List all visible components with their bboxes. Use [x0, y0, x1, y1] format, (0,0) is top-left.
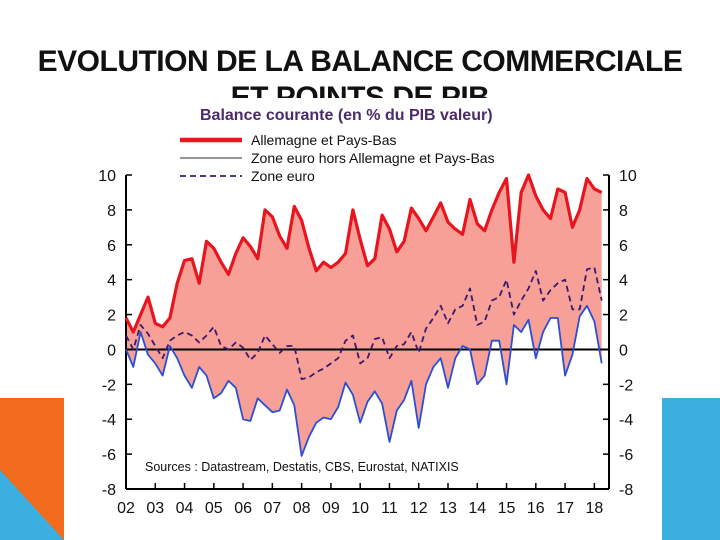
x-tick-label: 07: [263, 500, 281, 517]
x-tick-label: 17: [556, 500, 574, 517]
y-tick-label-right: 4: [619, 273, 628, 290]
chart-source: Sources : Datastream, Destatis, CBS, Eur…: [145, 460, 459, 474]
x-tick-label: 12: [410, 500, 428, 517]
y-tick-label-right: -6: [619, 447, 633, 464]
legend-label: Allemagne et Pays-Bas: [251, 132, 397, 148]
y-tick-label-right: 6: [619, 238, 628, 255]
y-tick-label-right: -2: [619, 377, 633, 394]
y-tick-label-left: -6: [102, 447, 116, 464]
y-tick-label-left: 2: [107, 308, 116, 325]
legend-label: Zone euro: [251, 168, 315, 184]
x-tick-label: 08: [293, 500, 311, 517]
y-tick-label-left: 8: [107, 203, 116, 220]
series-gap-fill: [126, 175, 602, 456]
x-tick-label: 11: [381, 500, 398, 517]
slide-title: EVOLUTION DE LA BALANCE COMMERCIALE ET P…: [0, 44, 720, 116]
x-tick-label: 02: [117, 500, 135, 517]
x-tick-label: 05: [205, 500, 223, 517]
y-tick-label-left: -4: [102, 412, 116, 429]
y-tick-label-right: 10: [619, 168, 637, 185]
series-line-zone-euro: [125, 266, 603, 381]
x-tick-label: 13: [439, 500, 457, 517]
x-tick-label: 03: [146, 500, 164, 517]
y-tick-label-left: -8: [102, 482, 116, 499]
y-tick-label-left: 6: [107, 238, 116, 255]
y-tick-label-left: 0: [107, 342, 116, 359]
x-tick-label: 18: [585, 500, 603, 517]
legend-label: Zone euro hors Allemagne et Pays-Bas: [251, 150, 495, 166]
series-line-zone-euro-hors: [125, 304, 603, 457]
x-tick-label: 10: [351, 500, 369, 517]
slide-title-line1: EVOLUTION DE LA BALANCE COMMERCIALE: [37, 45, 683, 79]
chart-title: Balance courante (en % du PIB valeur): [200, 107, 493, 124]
x-tick-label: 16: [527, 500, 545, 517]
y-tick-label-right: 8: [619, 203, 628, 220]
chart-svg: Balance courante (en % du PIB valeur) 10…: [98, 107, 637, 517]
x-tick-label: 04: [176, 500, 194, 517]
y-tick-label-left: 4: [107, 273, 116, 290]
y-tick-label-right: -8: [619, 482, 633, 499]
series-line-allemagne-pays-bas: [124, 173, 603, 334]
y-tick-label-right: 2: [619, 308, 628, 325]
y-tick-label-left: -2: [102, 377, 116, 394]
x-tick-label: 06: [234, 500, 252, 517]
chart-card: Balance courante (en % du PIB valeur) 10…: [64, 98, 662, 526]
blue-corner-triangle-left: [0, 470, 64, 540]
y-tick-label-right: -4: [619, 412, 633, 429]
x-tick-label: 14: [468, 500, 486, 517]
blue-corner-accent-right: [662, 398, 720, 540]
x-tick-label: 15: [498, 500, 516, 517]
x-tick-label: 09: [322, 500, 340, 517]
y-tick-label-left: 10: [98, 168, 116, 185]
y-tick-label-right: 0: [619, 342, 628, 359]
